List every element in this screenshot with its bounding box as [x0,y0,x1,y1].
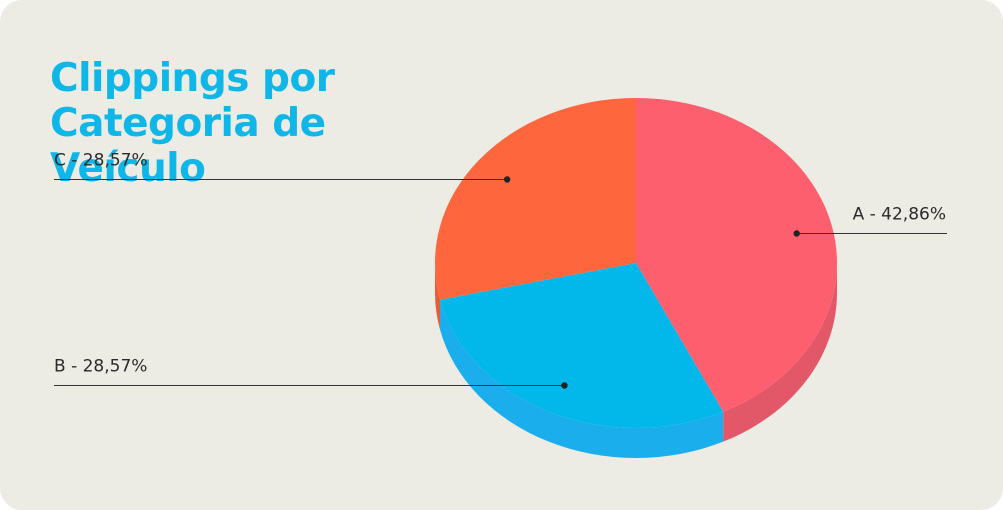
pie-side-c [435,263,441,330]
pie-side-b [440,299,724,458]
pie-tops [434,98,837,428]
pie-side-a [723,263,837,442]
chart-title-line-2: Categoria de [50,101,326,146]
callout-dot-c [503,176,511,183]
chart-title-line-1: Clippings por [50,56,335,101]
pie-sides [435,263,837,458]
chart-title: Clippings por Categoria de Veículo [50,56,450,191]
callout-dot-b [561,382,568,389]
slice-label-a: A - 42,86% [853,205,946,225]
chart-title-line-3: Veículo [50,146,206,191]
slice-label-b: B - 28,57% [54,357,147,377]
slice-label-c: C - 28,57% [54,151,148,171]
pie-slice-b [440,263,724,428]
pie-slice-a [636,98,837,412]
pie-slice-c [434,98,636,300]
pie-callouts: A - 42,86% B - 28,57% C - 28,57% [54,151,947,389]
callout-dot-a [793,230,800,237]
